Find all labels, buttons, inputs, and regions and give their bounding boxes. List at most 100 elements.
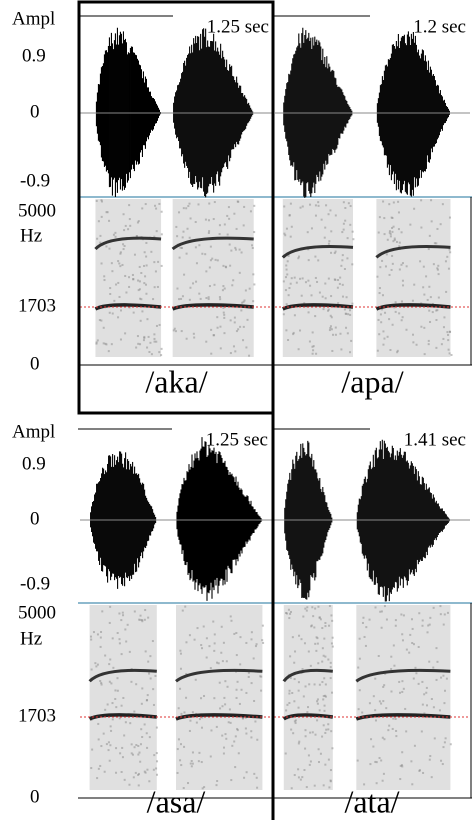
spectrogram-noise xyxy=(417,645,420,648)
spectrogram-noise xyxy=(430,697,433,700)
spectrogram-noise xyxy=(303,642,306,645)
spectrogram-noise xyxy=(125,291,128,294)
spectrogram-noise xyxy=(111,270,114,273)
spectrogram-noise xyxy=(294,722,297,725)
spectrogram-noise xyxy=(137,279,140,282)
spectrogram-noise xyxy=(219,707,222,710)
spectrogram-noise xyxy=(413,744,416,747)
spectrogram-noise xyxy=(238,702,241,705)
spectrogram-noise xyxy=(141,687,144,690)
spectrogram-noise xyxy=(240,251,243,254)
spectrogram-noise xyxy=(321,735,324,738)
formant-upper xyxy=(282,668,333,683)
spectrogram-noise xyxy=(314,315,317,318)
spectrogram-noise xyxy=(120,770,123,773)
spectrogram-noise xyxy=(289,612,292,615)
spectrogram-noise xyxy=(193,638,196,641)
spectrogram-noise xyxy=(191,762,194,765)
spectrogram-noise xyxy=(320,218,323,221)
spectrogram-noise xyxy=(410,760,413,763)
spectrogram-noise xyxy=(141,207,144,210)
spectrogram-noise xyxy=(307,279,310,282)
spectrogram-noise xyxy=(363,635,366,638)
spectrogram-noise xyxy=(345,326,348,329)
spectrogram-noise xyxy=(118,642,121,645)
spectrogram-noise xyxy=(374,606,377,609)
spectrogram-noise xyxy=(144,203,147,206)
spectrogram-noise xyxy=(116,677,119,680)
spectrogram-region xyxy=(176,605,263,790)
spectrogram-noise xyxy=(157,260,160,263)
spectrogram-noise xyxy=(436,267,439,270)
freq-zero-label: 0 xyxy=(30,353,40,374)
spectrogram-noise xyxy=(247,671,250,674)
spectrogram-noise xyxy=(442,337,445,340)
spectrogram-noise xyxy=(321,647,324,650)
spectrogram-noise xyxy=(286,260,289,263)
spectrogram-noise xyxy=(433,737,436,740)
spectrogram-noise xyxy=(181,247,184,250)
spectrogram-noise xyxy=(143,335,146,338)
spectrogram-noise xyxy=(396,349,399,352)
spectrogram-noise xyxy=(382,685,385,688)
spectrogram-noise xyxy=(156,773,159,776)
spectrogram-noise xyxy=(95,199,98,202)
spectrogram-noise xyxy=(233,321,236,324)
spectrogram-noise xyxy=(428,758,431,761)
spectrogram-noise xyxy=(397,228,400,231)
spectrogram-noise xyxy=(145,292,148,295)
spectrogram-noise xyxy=(290,225,293,228)
spectrogram-noise xyxy=(234,766,237,769)
spectrogram-noise xyxy=(100,262,103,265)
spectrogram-noise xyxy=(447,267,450,270)
spectrogram-noise xyxy=(139,343,142,346)
spectrogram-noise xyxy=(252,300,255,303)
spectrogram-noise xyxy=(387,729,390,732)
spectrogram-noise xyxy=(318,616,321,619)
spectrogram-noise xyxy=(154,204,157,207)
spectrogram-noise xyxy=(421,619,424,622)
spectrogram-noise xyxy=(325,204,328,207)
spectrogram-noise xyxy=(120,653,123,656)
spectrogram-noise xyxy=(97,767,100,770)
spectrogram-noise xyxy=(239,325,242,328)
spectrogram-noise xyxy=(289,677,292,680)
spectrogram-noise xyxy=(247,675,250,678)
spectrogram-noise xyxy=(179,667,182,670)
spectrogram-noise xyxy=(208,645,211,648)
spectrogram-noise xyxy=(316,698,319,701)
spectrogram-noise xyxy=(427,624,430,627)
spectrogram-noise xyxy=(236,727,239,730)
spectrogram-noise xyxy=(204,253,207,256)
spectrogram-noise xyxy=(124,721,127,724)
spectrogram-noise xyxy=(218,296,221,299)
freq-mark-label: 1703 xyxy=(18,705,56,726)
spectrogram-noise xyxy=(293,678,296,681)
spectrogram-noise xyxy=(324,282,327,285)
panel: 1.41 sec/ata/ xyxy=(272,428,470,819)
spectrogram-noise xyxy=(331,645,334,648)
spectrogram-noise xyxy=(96,777,99,780)
spectrogram-noise xyxy=(120,619,123,622)
spectrogram-noise xyxy=(152,298,155,301)
spectrogram-noise xyxy=(400,263,403,266)
spectrogram-noise xyxy=(292,333,295,336)
spectrogram-noise xyxy=(329,677,332,680)
formant-upper xyxy=(88,668,157,683)
spectrogram-noise xyxy=(412,677,415,680)
spectrogram-noise xyxy=(222,752,225,755)
word-label: /asa/ xyxy=(147,783,206,819)
spectrogram-noise xyxy=(435,309,438,312)
spectrogram-noise xyxy=(184,605,187,608)
spectrogram-noise xyxy=(238,271,241,274)
spectrogram-noise xyxy=(242,325,245,328)
spectrogram-noise xyxy=(117,260,120,263)
spectrogram-noise xyxy=(446,255,449,258)
spectrogram-noise xyxy=(286,703,289,706)
spectrogram-noise xyxy=(327,723,330,726)
spectrogram-noise xyxy=(200,644,203,647)
spectrogram-noise xyxy=(314,642,317,645)
spectrogram-noise xyxy=(327,308,330,311)
spectrogram-noise xyxy=(303,769,306,772)
spectrogram-noise xyxy=(321,660,324,663)
